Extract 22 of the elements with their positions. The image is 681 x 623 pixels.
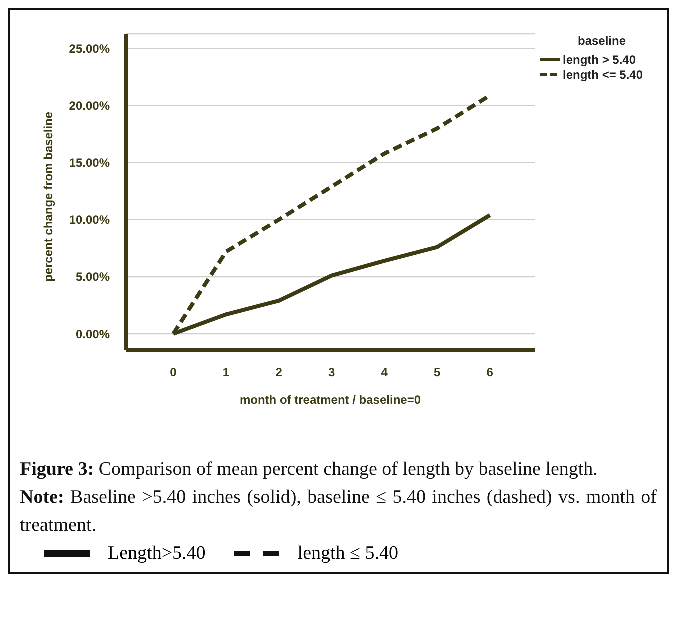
x-tick-label: 1 <box>222 366 230 380</box>
y-tick-label: 20.00% <box>69 99 110 114</box>
caption: Figure 3: Comparison of mean percent change of length by baseline length. <box>20 458 599 482</box>
x-axis-title: month of treatment / baseline=0 <box>240 393 422 407</box>
x-tick-label: 2 <box>276 366 283 380</box>
legend-label: length <= 5.40 <box>563 68 644 82</box>
text: Length>5.40 <box>108 542 206 566</box>
y-tick-label: 10.00% <box>69 213 110 228</box>
text: length ≤ 5.40 <box>298 542 398 566</box>
y-tick-label: 15.00% <box>69 156 110 170</box>
x-tick-label: 4 <box>381 366 388 380</box>
legend-title: baseline <box>576 34 628 48</box>
y-axis-title: percent change from baseline <box>41 112 56 282</box>
x-tick-label: 3 <box>328 366 336 380</box>
x-tick-label: 0 <box>170 366 178 380</box>
legend-label: length > 5.40 <box>563 52 636 66</box>
y-tick-label: 25.00% <box>69 42 110 56</box>
y-tick-label: 0.00% <box>76 327 110 342</box>
text: Note: Baseline >5.40 inches (solid), baseline ≤ 5.40 inches (dashed) vs. month of treatment. <box>20 486 657 538</box>
y-tick-label: 5.00% <box>76 270 110 284</box>
x-tick-label: 5 <box>434 366 442 380</box>
x-tick-label: 6 <box>486 366 494 380</box>
